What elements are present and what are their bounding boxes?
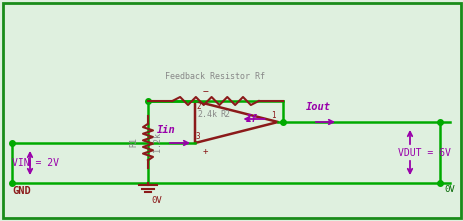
Text: Iout: Iout: [305, 102, 330, 112]
Text: −: −: [203, 87, 208, 97]
Text: 1.2k: 1.2k: [153, 132, 162, 152]
Text: If: If: [245, 114, 257, 124]
Text: R1: R1: [129, 137, 138, 147]
Text: Feedback Resistor Rf: Feedback Resistor Rf: [165, 72, 265, 81]
Text: Iin: Iin: [156, 125, 175, 135]
Text: GND: GND: [12, 186, 31, 196]
Text: +: +: [203, 147, 208, 156]
Text: 3: 3: [195, 132, 200, 141]
Text: 2: 2: [195, 102, 200, 111]
Text: 0V: 0V: [150, 196, 162, 205]
Text: R2: R2: [220, 110, 230, 119]
Text: 2.4k: 2.4k: [197, 110, 217, 119]
Text: 0V: 0V: [443, 185, 454, 194]
Text: VDUT = 6V: VDUT = 6V: [397, 147, 450, 158]
Text: 1: 1: [271, 111, 275, 120]
Text: VIN = 2V: VIN = 2V: [12, 158, 59, 168]
